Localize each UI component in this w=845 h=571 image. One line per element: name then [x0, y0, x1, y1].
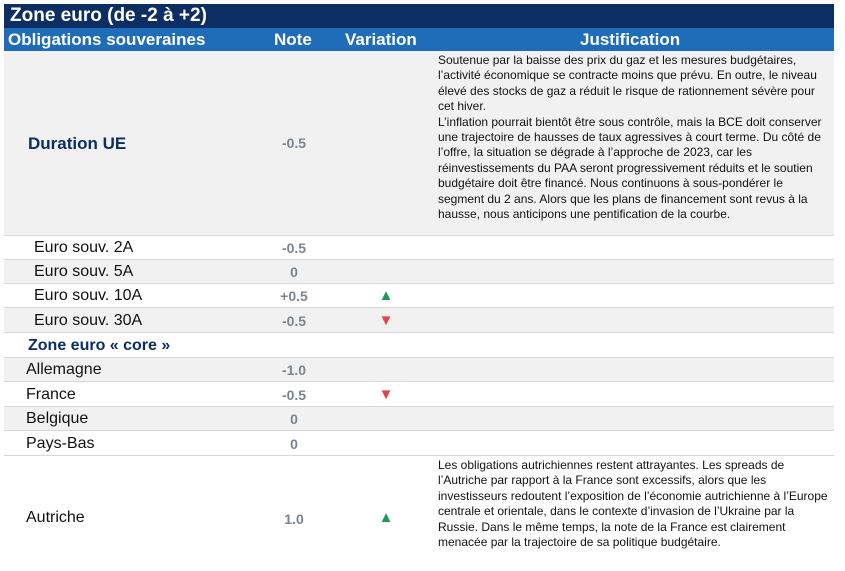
justification-paragraph: Soutenue par la baisse des prix du gaz e… — [438, 53, 817, 114]
row-note: 0 — [290, 436, 298, 452]
section-label: Zone euro « core » — [28, 337, 171, 354]
table-row: France -0.5 ▼ — [4, 382, 834, 407]
table-row: Pays-Bas 0 — [4, 431, 834, 456]
down-arrow-icon: ▼ — [378, 386, 394, 403]
up-arrow-icon: ▲ — [378, 287, 394, 304]
table-row-austria: Autriche 1.0 ▲ Les obligations autrichie… — [4, 456, 834, 568]
row-note: 1.0 — [284, 511, 304, 527]
row-note: 0 — [290, 411, 298, 427]
row-note: -0.5 — [281, 313, 307, 329]
row-note: -1.0 — [281, 362, 307, 378]
table-row: Euro souv. 10A +0.5 ▲ — [4, 284, 834, 308]
header-justification: Justification — [580, 30, 681, 49]
table-title: Zone euro (de -2 à +2) — [4, 4, 834, 28]
row-label: Allemagne — [26, 361, 102, 378]
row-note: -0.5 — [281, 387, 307, 403]
row-label: Autriche — [26, 509, 85, 526]
justification-text: Les obligations autrichiennes restent at… — [438, 458, 828, 550]
row-label: Duration UE — [28, 134, 127, 153]
row-note: +0.5 — [280, 288, 308, 304]
header-obligations: Obligations souveraines — [8, 30, 206, 49]
row-label: Euro souv. 10A — [34, 287, 143, 304]
row-label: France — [26, 386, 76, 403]
row-label: Belgique — [26, 410, 89, 427]
table-row-section: Zone euro « core » — [4, 333, 834, 358]
table-header: Obligations souveraines Note Variation J… — [4, 28, 834, 51]
header-variation: Variation — [345, 30, 417, 49]
table-row: Belgique 0 — [4, 407, 834, 431]
row-note: 0 — [290, 264, 298, 280]
row-label: Euro souv. 30A — [34, 312, 143, 329]
table-row-duration: Duration UE -0.5 Soutenue par la baisse … — [4, 51, 834, 236]
row-note: -0.5 — [281, 240, 307, 256]
justification-paragraph: L’inflation pourrait bientôt être sous c… — [438, 114, 822, 222]
table-row: Allemagne -1.0 — [4, 358, 834, 382]
row-label: Euro souv. 5A — [34, 263, 134, 280]
row-label: Euro souv. 2A — [34, 239, 134, 256]
header-note: Note — [274, 30, 312, 49]
down-arrow-icon: ▼ — [378, 312, 394, 329]
table-row: Euro souv. 2A -0.5 — [4, 236, 834, 260]
up-arrow-icon: ▲ — [378, 509, 394, 526]
justification-text: Soutenue par la baisse des prix du gaz e… — [438, 53, 830, 222]
table-row: Euro souv. 5A 0 — [4, 260, 834, 284]
row-note: -0.5 — [281, 135, 307, 151]
row-label: Pays-Bas — [26, 435, 95, 452]
table-row: Euro souv. 30A -0.5 ▼ — [4, 308, 834, 333]
